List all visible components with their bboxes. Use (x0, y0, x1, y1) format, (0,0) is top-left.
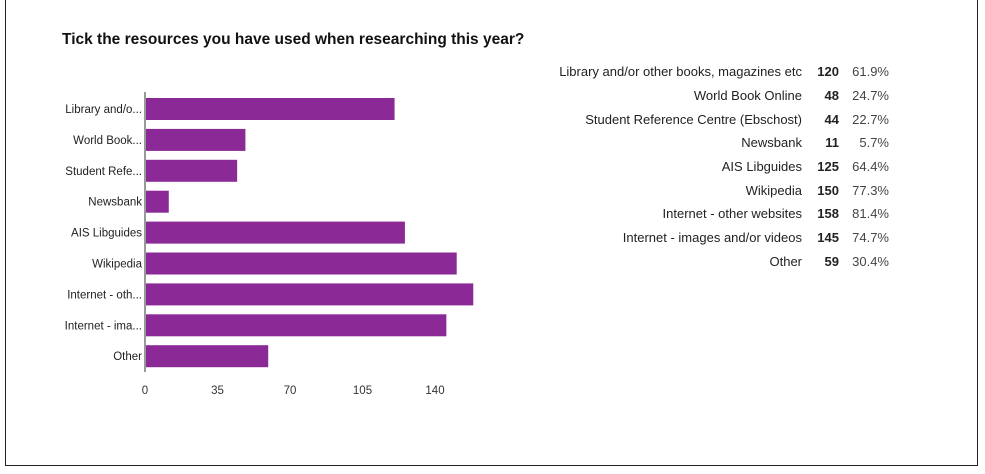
x-tick-label: 35 (211, 385, 224, 397)
legend-percent: 24.7% (852, 88, 889, 104)
bar (146, 252, 457, 275)
bar (146, 221, 405, 244)
legend-row: Internet - images and/or videos 145 74.7% (520, 226, 889, 250)
x-tick-label: 140 (425, 385, 444, 397)
legend-row: Newsbank 11 5.7% (520, 131, 889, 155)
bar (146, 159, 238, 182)
legend-percent: 81.4% (852, 206, 889, 222)
legend-count: 120 (817, 64, 839, 80)
legend-row: Wikipedia 150 77.3% (520, 178, 889, 202)
category-label: Student Refe... (65, 166, 142, 178)
legend-count: 158 (817, 206, 839, 222)
chart-title: Tick the resources you have used when re… (62, 31, 525, 48)
bar (146, 128, 246, 151)
legend-label: Other (769, 253, 802, 269)
category-label: Library and/o... (65, 104, 142, 116)
bar (146, 314, 447, 337)
legend-count: 150 (817, 182, 839, 198)
legend-count: 125 (817, 159, 839, 175)
legend-row: Student Reference Centre (Ebschost) 44 22.… (520, 107, 889, 131)
legend-percent: 77.3% (852, 182, 889, 198)
legend-row: Internet - other websites 158 81.4% (520, 202, 889, 226)
legend-row: Other 59 30.4% (520, 250, 889, 274)
legend-label: Wikipedia (745, 182, 802, 198)
bar (146, 345, 269, 368)
legend-count: 11 (825, 135, 839, 151)
chart-frame (5, 0, 978, 466)
legend-percent: 64.4% (852, 159, 889, 175)
legend-count: 145 (817, 230, 839, 246)
legend-count: 59 (824, 253, 839, 269)
legend-label: Library and/or other books, magazines et… (559, 64, 802, 80)
bar (146, 98, 395, 120)
legend-percent: 5.7% (859, 135, 889, 151)
legend-percent: 74.7% (852, 230, 889, 246)
category-label: Internet - ima... (65, 320, 142, 332)
legend-row: AIS Libguides 125 64.4% (520, 155, 889, 179)
legend-count: 48 (824, 88, 839, 104)
category-label: World Book... (73, 135, 142, 147)
bar (146, 190, 169, 213)
legend-table: Library and/or other books, magazines et… (520, 60, 889, 273)
legend-count: 44 (824, 111, 839, 127)
legend-row: Library and/or other books, magazines et… (520, 60, 889, 84)
legend-label: Internet - images and/or videos (622, 230, 802, 246)
legend-label: AIS Libguides (721, 159, 802, 175)
category-label: Other (113, 351, 142, 363)
x-tick-label: 0 (142, 385, 148, 397)
legend-label: Newsbank (741, 135, 802, 151)
legend-label: Internet - other websites (662, 206, 802, 222)
legend-percent: 61.9% (852, 64, 889, 80)
category-label: AIS Libguides (71, 228, 142, 240)
category-label: Newsbank (88, 197, 142, 209)
legend-percent: 30.4% (852, 253, 889, 269)
category-label: Wikipedia (92, 259, 142, 271)
x-tick-label: 105 (353, 385, 372, 397)
legend-label: Student Reference Centre (Ebschost) (585, 111, 802, 127)
legend-row: World Book Online 48 24.7% (520, 84, 889, 108)
bar (146, 283, 474, 306)
x-tick-label: 70 (284, 385, 297, 397)
category-label: Internet - oth... (67, 289, 142, 301)
legend-percent: 22.7% (852, 111, 889, 127)
legend-label: World Book Online (693, 88, 802, 104)
